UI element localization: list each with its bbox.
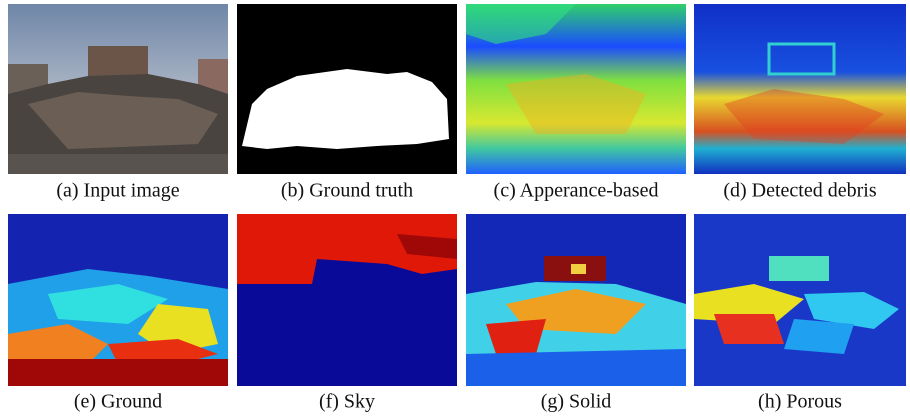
caption: (g) Solid <box>541 391 612 413</box>
panel-image <box>694 214 906 386</box>
caption: (h) Porous <box>758 391 842 413</box>
caption: (d) Detected debris <box>723 180 876 202</box>
panel-image <box>8 214 228 386</box>
panel-image <box>237 4 457 174</box>
caption: (f) Sky <box>319 391 375 413</box>
panel-image <box>466 214 686 386</box>
caption: (c) Apperance-based <box>494 180 659 202</box>
panel-image <box>8 4 228 174</box>
panel-image <box>466 4 686 174</box>
caption: (a) Input image <box>56 180 179 202</box>
caption: (b) Ground truth <box>281 180 413 202</box>
panel-image <box>237 214 457 386</box>
figure: (a) Input image (b) Ground truth (c) App… <box>0 0 910 416</box>
panel-image <box>694 4 906 174</box>
caption: (e) Ground <box>74 391 162 413</box>
